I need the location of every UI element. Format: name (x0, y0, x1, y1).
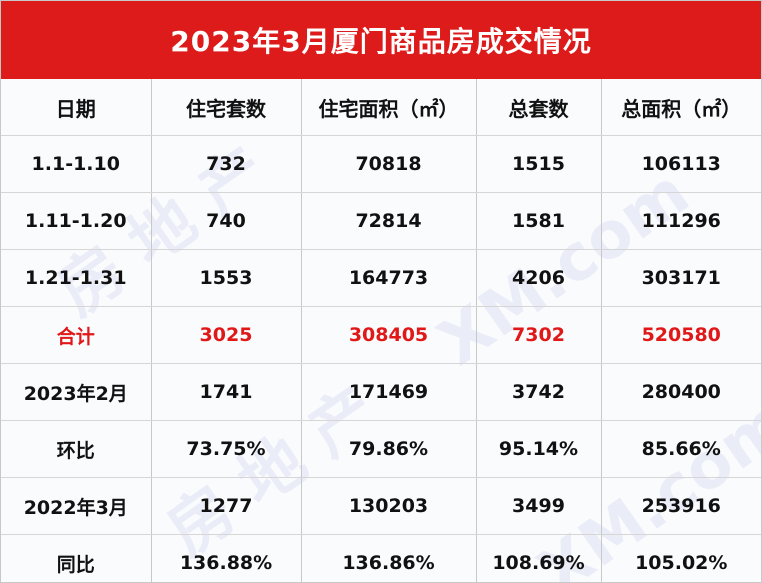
table-cell: 171469 (301, 363, 477, 421)
table-header-row: 日期 住宅套数 住宅面积（㎡） 总套数 总面积（㎡） (1, 79, 761, 136)
table-cell: 3025 (151, 306, 302, 364)
table-cell: 3742 (476, 363, 602, 421)
table-cell: 136.86% (301, 534, 477, 582)
column-header-total-area: 总面积（㎡） (601, 79, 761, 136)
transaction-table: 日期 住宅套数 住宅面积（㎡） 总套数 总面积（㎡） 1.1-1.10 732 … (1, 79, 761, 582)
column-header-date: 日期 (1, 79, 152, 136)
table-row: 2023年2月 1741 171469 3742 280400 (1, 363, 761, 421)
table-cell: 7302 (476, 306, 602, 364)
table-cell: 3499 (476, 477, 602, 535)
table-cell: 79.86% (301, 420, 477, 478)
table-cell: 1553 (151, 249, 302, 307)
table-cell: 308405 (301, 306, 477, 364)
table-cell: 85.66% (601, 420, 761, 478)
table-cell: 2023年2月 (1, 363, 152, 421)
table-row: 1.1-1.10 732 70818 1515 106113 (1, 135, 761, 193)
table-cell: 1581 (476, 192, 602, 250)
table-row: 1.11-1.20 740 72814 1581 111296 (1, 192, 761, 250)
table-cell: 1277 (151, 477, 302, 535)
table-cell: 72814 (301, 192, 477, 250)
table-cell: 环比 (1, 420, 152, 478)
table-cell: 1.1-1.10 (1, 135, 152, 193)
table-cell: 1515 (476, 135, 602, 193)
table-cell: 253916 (601, 477, 761, 535)
table-cell: 同比 (1, 534, 152, 582)
table-row: 环比 73.75% 79.86% 95.14% 85.66% (1, 420, 761, 478)
column-header-total-units: 总套数 (476, 79, 602, 136)
table-cell: 73.75% (151, 420, 302, 478)
table-cell: 1741 (151, 363, 302, 421)
table-cell: 303171 (601, 249, 761, 307)
page-title: 2023年3月厦门商品房成交情况 (170, 25, 592, 58)
table-cell: 732 (151, 135, 302, 193)
table-cell: 1.21-1.31 (1, 249, 152, 307)
table-cell: 95.14% (476, 420, 602, 478)
table-cell: 130203 (301, 477, 477, 535)
table-row: 1.21-1.31 1553 164773 4206 303171 (1, 249, 761, 307)
table-cell: 106113 (601, 135, 761, 193)
table-cell: 164773 (301, 249, 477, 307)
table-row-total: 合计 3025 308405 7302 520580 (1, 306, 761, 364)
column-header-residential-area: 住宅面积（㎡） (301, 79, 477, 136)
column-header-residential-units: 住宅套数 (151, 79, 302, 136)
table-row: 2022年3月 1277 130203 3499 253916 (1, 477, 761, 535)
table-cell: 1.11-1.20 (1, 192, 152, 250)
table-cell: 108.69% (476, 534, 602, 582)
table-cell: 520580 (601, 306, 761, 364)
table-cell: 2022年3月 (1, 477, 152, 535)
title-bar: 2023年3月厦门商品房成交情况 (1, 1, 761, 79)
table-cell: 740 (151, 192, 302, 250)
table-cell: 105.02% (635, 552, 728, 574)
table-row: 同比 136.88% 136.86% 108.69% 105.02% (1, 534, 761, 582)
table-cell: 136.88% (151, 534, 302, 582)
table-cell: 280400 (601, 363, 761, 421)
table-cell: 4206 (476, 249, 602, 307)
table-cell: 111296 (601, 192, 761, 250)
table-cell: 70818 (301, 135, 477, 193)
table-cell: 合计 (1, 306, 152, 364)
